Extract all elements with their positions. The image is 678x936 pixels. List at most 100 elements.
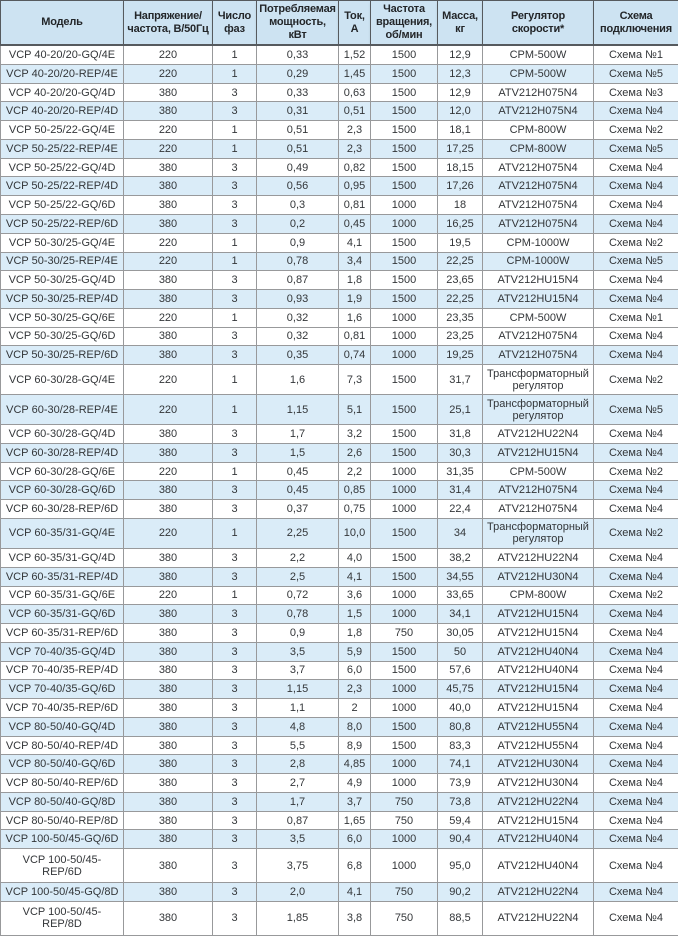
cell-phases: 3: [212, 848, 257, 884]
cell-voltage: 220: [123, 251, 213, 272]
cell-voltage: 220: [123, 364, 213, 396]
cell-voltage: 380: [123, 547, 213, 568]
cell-regulator: CPM-1000W: [482, 232, 594, 253]
table-row: VCP 100-50/45-GQ/6D 380 3 3,5 6,0 1000 90,4 ATV…: [0, 829, 678, 850]
cell-rpm: 1500: [370, 101, 438, 122]
table-row: VCP 80-50/40-REP/4D 380 3 5,5 8,9 1500 83,3 ATV…: [0, 735, 678, 756]
cell-power: 2,25: [256, 517, 339, 549]
cell-model: VCP 70-40/35-REP/6D: [0, 698, 124, 718]
cell-regulator: ATV212HU15N4: [482, 623, 594, 643]
cell-power: 0,78: [256, 604, 339, 625]
cell-scheme: Схема №4: [593, 345, 678, 366]
cell-voltage: 220: [123, 517, 213, 549]
table-row: VCP 50-25/22-REP/4D 380 3 0,56 0,95 1500 17,26…: [0, 176, 678, 197]
cell-rpm: 1500: [370, 138, 438, 159]
cell-mass: 90,4: [437, 829, 483, 850]
cell-current: 0,81: [338, 195, 371, 216]
table-row: VCP 60-30/28-REP/4E 220 1 1,15 5,1 1500 25,1 Тр…: [0, 394, 678, 426]
cell-rpm: 1500: [370, 394, 438, 426]
cell-scheme: Схема №4: [593, 289, 678, 309]
cell-rpm: 1500: [370, 120, 438, 140]
cell-current: 6,0: [338, 660, 371, 681]
cell-scheme: Схема №4: [593, 882, 678, 902]
cell-power: 3,5: [256, 641, 339, 662]
cell-scheme: Схема №2: [593, 461, 678, 482]
table-row: VCP 100-50/45-REP/6D 380 3 3,75 6,8 1000 95,0 A…: [0, 848, 678, 884]
cell-power: 3,7: [256, 660, 339, 681]
cell-power: 1,7: [256, 791, 339, 812]
cell-scheme: Схема №4: [593, 623, 678, 643]
cell-power: 3,75: [256, 848, 339, 884]
cell-scheme: Схема №4: [593, 641, 678, 662]
table-row: VCP 80-50/40-REP/6D 380 3 2,7 4,9 1000 73,9 ATV…: [0, 773, 678, 793]
column-header-rpm: Частота вращения, об/мин: [370, 0, 438, 46]
cell-power: 4,8: [256, 716, 339, 737]
cell-model: VCP 50-25/22-GQ/6D: [0, 195, 124, 216]
cell-rpm: 1000: [370, 195, 438, 216]
table-row: VCP 100-50/45-REP/8D 380 3 1,85 3,8 750 88,5 AT…: [0, 900, 678, 936]
cell-scheme: Схема №4: [593, 424, 678, 444]
column-header-model: Модель: [0, 0, 124, 46]
cell-regulator: ATV212HU40N4: [482, 641, 594, 662]
cell-scheme: Схема №4: [593, 829, 678, 850]
cell-voltage: 220: [123, 63, 213, 84]
cell-model: VCP 100-50/45-REP/6D: [0, 848, 124, 884]
cell-regulator: ATV212HU22N4: [482, 424, 594, 444]
cell-power: 0,72: [256, 585, 339, 606]
table-row: VCP 50-30/25-REP/6D 380 3 0,35 0,74 1000 19,25…: [0, 345, 678, 366]
cell-voltage: 380: [123, 82, 213, 103]
cell-mass: 34,1: [437, 604, 483, 625]
cell-scheme: Схема №5: [593, 251, 678, 272]
cell-power: 1,1: [256, 698, 339, 718]
cell-regulator: ATV212HU22N4: [482, 791, 594, 812]
table-row: VCP 60-30/28-GQ/4E 220 1 1,6 7,3 1500 31,7 Тран…: [0, 364, 678, 396]
cell-power: 0,49: [256, 157, 339, 178]
cell-mass: 34,55: [437, 566, 483, 587]
cell-current: 7,3: [338, 364, 371, 396]
cell-scheme: Схема №2: [593, 364, 678, 396]
cell-model: VCP 60-35/31-GQ/6E: [0, 585, 124, 606]
cell-power: 0,45: [256, 480, 339, 501]
cell-power: 0,33: [256, 44, 339, 65]
cell-scheme: Схема №1: [593, 44, 678, 65]
cell-power: 0,32: [256, 307, 339, 328]
cell-scheme: Схема №4: [593, 214, 678, 234]
cell-voltage: 220: [123, 307, 213, 328]
cell-scheme: Схема №1: [593, 307, 678, 328]
cell-voltage: 380: [123, 791, 213, 812]
table-row: VCP 80-50/40-GQ/6D 380 3 2,8 4,85 1000 74,1 ATV…: [0, 754, 678, 775]
cell-mass: 30,05: [437, 623, 483, 643]
cell-mass: 31,35: [437, 461, 483, 482]
cell-regulator: ATV212HU55N4: [482, 735, 594, 756]
cell-regulator: ATV212HU22N4: [482, 900, 594, 936]
cell-scheme: Схема №4: [593, 604, 678, 625]
cell-voltage: 220: [123, 394, 213, 426]
cell-mass: 12,0: [437, 101, 483, 122]
cell-rpm: 1500: [370, 44, 438, 65]
cell-regulator: ATV212H075N4: [482, 214, 594, 234]
cell-scheme: Схема №4: [593, 176, 678, 197]
cell-model: VCP 70-40/35-GQ/6D: [0, 679, 124, 700]
cell-power: 2,2: [256, 547, 339, 568]
cell-current: 0,74: [338, 345, 371, 366]
cell-current: 3,7: [338, 791, 371, 812]
cell-mass: 80,8: [437, 716, 483, 737]
cell-regulator: CPM-800W: [482, 120, 594, 140]
cell-voltage: 380: [123, 716, 213, 737]
cell-rpm: 1000: [370, 754, 438, 775]
cell-power: 0,93: [256, 289, 339, 309]
cell-regulator: ATV212HU15N4: [482, 604, 594, 625]
cell-model: VCP 40-20/20-REP/4E: [0, 63, 124, 84]
cell-scheme: Схема №3: [593, 82, 678, 103]
cell-power: 2,5: [256, 566, 339, 587]
cell-regulator: ATV212HU40N4: [482, 660, 594, 681]
cell-current: 5,1: [338, 394, 371, 426]
cell-mass: 23,25: [437, 326, 483, 347]
cell-rpm: 1500: [370, 157, 438, 178]
cell-rpm: 1500: [370, 424, 438, 444]
cell-scheme: Схема №4: [593, 848, 678, 884]
cell-scheme: Схема №4: [593, 547, 678, 568]
cell-voltage: 380: [123, 101, 213, 122]
cell-power: 0,87: [256, 810, 339, 831]
cell-scheme: Схема №2: [593, 120, 678, 140]
